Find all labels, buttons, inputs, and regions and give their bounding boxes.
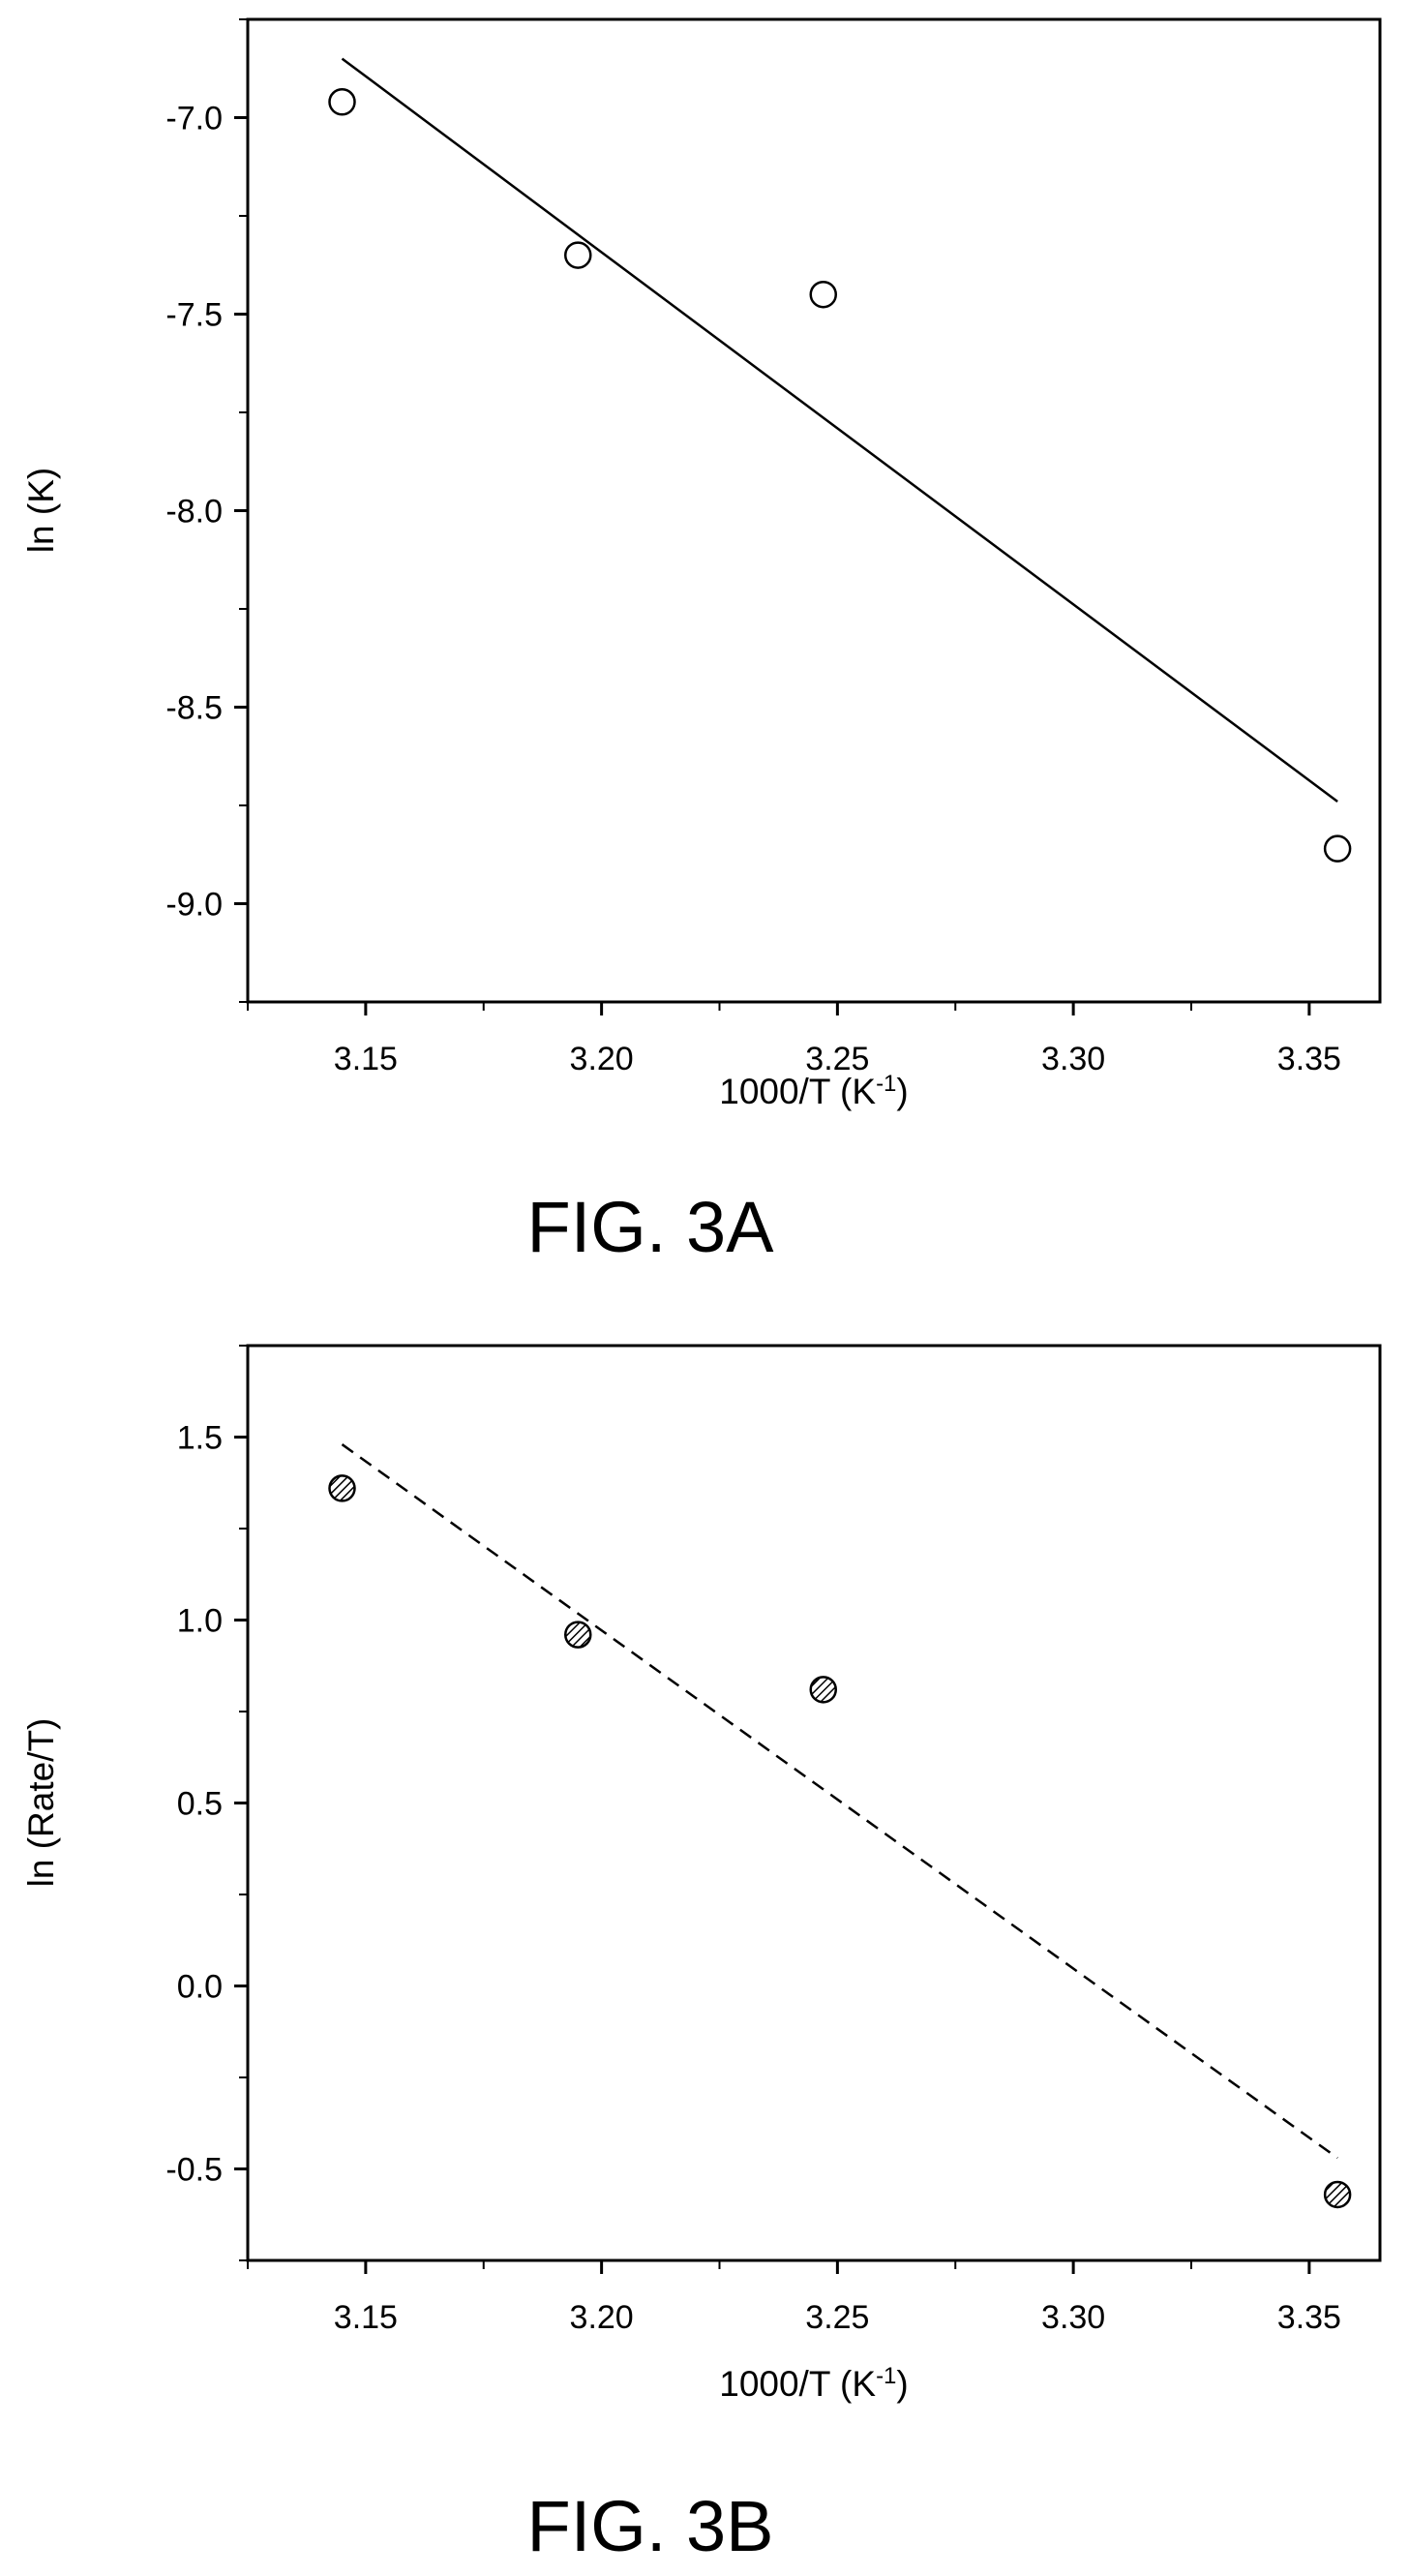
- data-point: [328, 1474, 356, 1502]
- x-tick-label: 3.30: [1041, 1041, 1105, 1077]
- y-tick-label: -8.0: [165, 494, 223, 530]
- y-tick-label: 1.0: [177, 1603, 223, 1640]
- fit-line: [341, 57, 1338, 803]
- data-point: [564, 1621, 592, 1649]
- y-axis-label: ln (K): [21, 468, 61, 553]
- x-axis-label: 1000/T (K-1): [719, 1071, 908, 1112]
- y-tick-label: 1.5: [177, 1420, 223, 1457]
- plot-frame: [246, 1344, 1382, 2262]
- x-tick-label: 3.25: [805, 2299, 869, 2336]
- y-tick-label: -7.0: [165, 101, 223, 137]
- x-tick-label: 3.20: [570, 2299, 634, 2336]
- x-tick-label: 3.35: [1277, 2299, 1341, 2336]
- figure-caption: FIG. 3B: [527, 2486, 774, 2566]
- x-tick-label: 3.35: [1277, 1041, 1341, 1077]
- data-point: [564, 241, 592, 269]
- y-tick-label: -9.0: [165, 887, 223, 924]
- data-point: [328, 88, 356, 116]
- x-axis-label: 1000/T (K-1): [719, 2363, 908, 2405]
- tick-marks: 3.15 3.20 3.25 3.30 3.35 1.5 1.0 0.5 0.0 -0.5: [165, 1345, 1341, 2336]
- data-point: [809, 1676, 837, 1704]
- data-point: [809, 280, 837, 309]
- x-tick-label: 3.30: [1041, 2299, 1105, 2336]
- tick-marks: 3.15 3.20 3.25 3.30 3.35 -7.0 -7.5 -8.0 -8.5 -9.0: [165, 18, 1341, 1077]
- y-tick-label: -8.5: [165, 690, 223, 727]
- y-tick-label: 0.0: [177, 1969, 223, 2006]
- chart-panel-a: 3.15 3.20 3.25 3.30 3.35 -7.0 -7.5 -8.0 -8.5 -9.0…: [21, 17, 1382, 1267]
- data-marks: [328, 1443, 1352, 2209]
- chart-panel-b: 3.15 3.20 3.25 3.30 3.35 1.5 1.0 0.5 0.0 -0.5 100…: [21, 1344, 1382, 2566]
- y-tick-label: 0.5: [177, 1786, 223, 1823]
- data-point: [1323, 2180, 1352, 2209]
- data-point: [1323, 834, 1352, 863]
- x-tick-label: 3.15: [334, 2299, 398, 2336]
- x-tick-label: 3.15: [334, 1041, 398, 1077]
- y-tick-label: -0.5: [165, 2152, 223, 2189]
- x-tick-label: 3.20: [570, 1041, 634, 1077]
- x-tick-label: 3.25: [805, 1041, 869, 1077]
- data-marks: [328, 57, 1352, 863]
- y-tick-label: -7.5: [165, 297, 223, 334]
- figure-caption: FIG. 3A: [527, 1187, 775, 1267]
- plot-frame: [246, 17, 1382, 1004]
- fit-line: [341, 1443, 1338, 2160]
- y-axis-label: ln (Rate/T): [21, 1718, 61, 1888]
